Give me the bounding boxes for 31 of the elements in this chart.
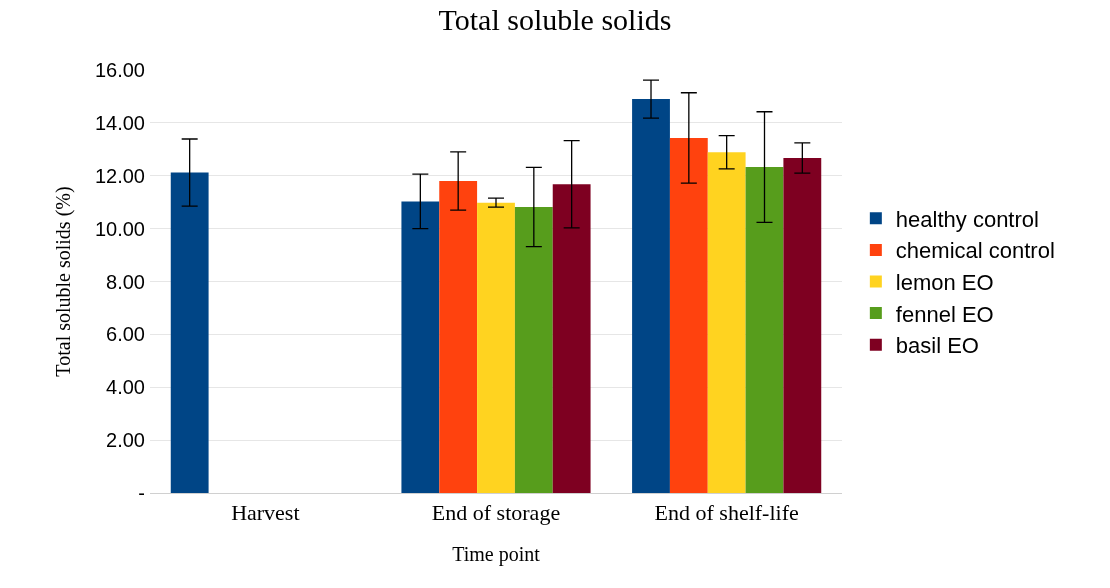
bar <box>707 152 746 493</box>
legend-label: basil EO <box>895 333 979 359</box>
y-tick-label: 4.00 <box>106 376 145 399</box>
y-tick-label: 12.00 <box>94 164 145 187</box>
x-axis-title: Time point <box>452 542 541 566</box>
bar <box>439 181 478 493</box>
bar <box>401 201 440 493</box>
chart-title: Total soluble solids <box>438 2 672 36</box>
x-tick-label: End of storage <box>431 500 561 526</box>
x-tick-label: End of shelf-life <box>654 500 799 526</box>
y-tick-label: - <box>138 482 145 504</box>
bar <box>669 137 708 493</box>
y-tick-label: 6.00 <box>106 323 145 346</box>
legend-label: chemical control <box>895 238 1055 264</box>
y-tick-label: 14.00 <box>94 111 145 134</box>
legend-label: lemon EO <box>895 270 994 296</box>
x-tick-label: Harvest <box>231 500 300 526</box>
bar <box>477 202 515 493</box>
bar <box>632 99 670 493</box>
y-tick-label: 16.00 <box>94 59 145 81</box>
bar <box>514 206 553 493</box>
bar <box>783 158 822 493</box>
y-tick-label: 10.00 <box>94 217 145 240</box>
bar <box>552 184 591 493</box>
legend-label: fennel EO <box>895 301 994 327</box>
y-axis-title: Total soluble solids (%) <box>52 186 76 377</box>
y-tick-label: 2.00 <box>106 429 145 452</box>
bar <box>745 167 784 493</box>
legend-label: healthy control <box>895 206 1039 232</box>
bar <box>170 172 209 493</box>
y-tick-label: 8.00 <box>106 270 145 293</box>
